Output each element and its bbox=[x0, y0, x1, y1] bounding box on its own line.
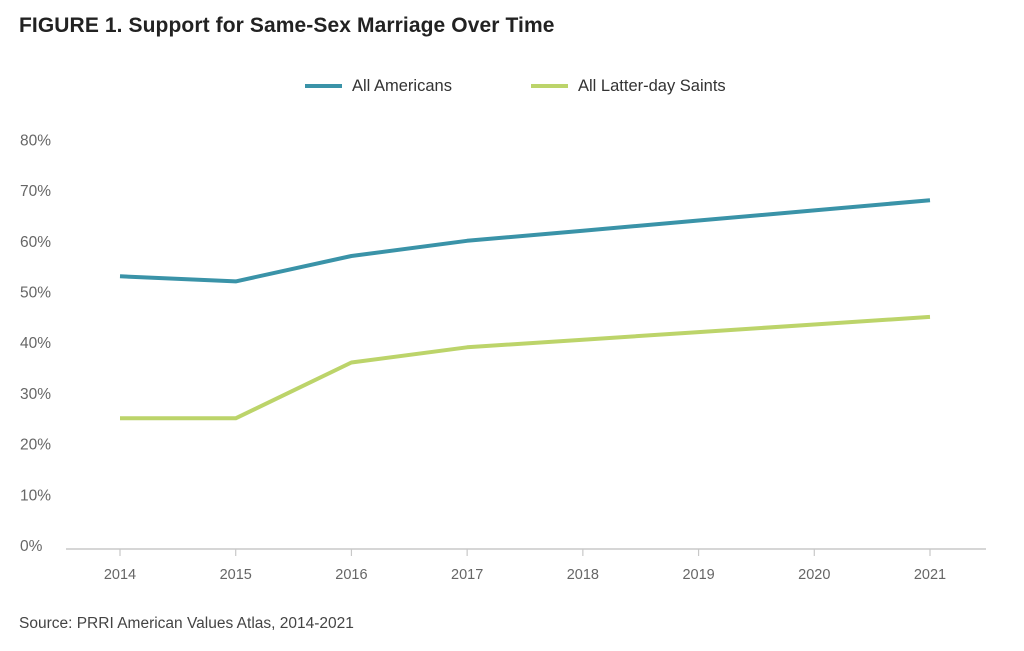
series-line-all-americans bbox=[119, 198, 931, 284]
x-tick-label: 2021 bbox=[914, 567, 946, 583]
y-tick-label: 70% bbox=[20, 183, 51, 200]
y-tick-label: 10% bbox=[20, 487, 51, 504]
y-tick-label: 0% bbox=[20, 538, 43, 555]
x-tick-label: 2019 bbox=[682, 567, 714, 583]
y-tick-label: 80% bbox=[20, 132, 51, 149]
x-tick-label: 2014 bbox=[104, 567, 136, 583]
series-line-all-latter-day-saints bbox=[120, 314, 931, 421]
chart-title: FIGURE 1. Support for Same-Sex Marriage … bbox=[19, 14, 555, 37]
legend-swatch-all-americans bbox=[305, 84, 342, 88]
x-tick-label: 2020 bbox=[798, 567, 830, 583]
legend-label-all-latter-day-saints: All Latter-day Saints bbox=[578, 76, 726, 95]
x-tick-label: 2015 bbox=[220, 567, 252, 583]
legend-item-all-americans: All Americans bbox=[305, 74, 452, 98]
y-tick-label: 20% bbox=[20, 437, 51, 454]
line-chart: 0% 10% 20% 30% 40% 50% 60% 70% 80% 2014 2015 2016 20… bbox=[20, 132, 986, 583]
y-tick-label: 50% bbox=[20, 285, 51, 302]
legend-label-all-americans: All Americans bbox=[352, 76, 452, 95]
legend-item-all-latter-day-saints: All Latter-day Saints bbox=[531, 74, 726, 98]
legend-swatch-all-latter-day-saints bbox=[531, 84, 568, 88]
x-tick-label: 2018 bbox=[567, 567, 599, 583]
y-tick-label: 30% bbox=[20, 386, 51, 403]
y-tick-label: 40% bbox=[20, 335, 51, 352]
source-note: Source: PRRI American Values Atlas, 2014… bbox=[19, 615, 354, 632]
legend: All Americans All Latter-day Saints bbox=[0, 74, 1024, 98]
x-tick-label: 2017 bbox=[451, 567, 483, 583]
y-tick-label: 60% bbox=[20, 234, 51, 251]
x-tick-label: 2016 bbox=[335, 567, 367, 583]
